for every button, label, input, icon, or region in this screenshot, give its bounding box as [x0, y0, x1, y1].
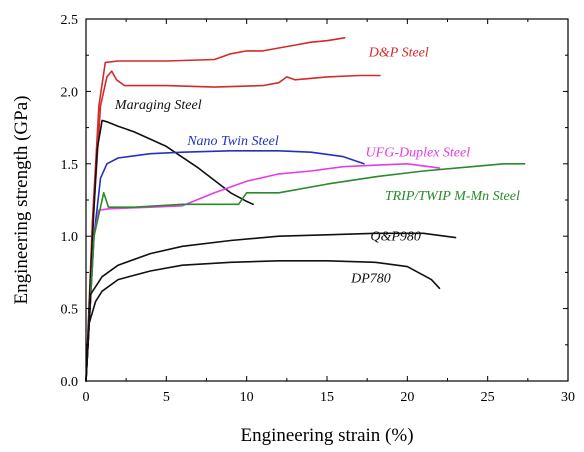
y-tick-label: 0.0: [61, 375, 79, 390]
series-label-7: Q&P980: [370, 230, 421, 245]
series-label-6: TRIP/TWIP M-Mn Steel: [385, 189, 520, 204]
x-tick-label: 10: [240, 390, 254, 405]
series-line-6: [85, 163, 526, 382]
x-tick-label: 25: [481, 390, 495, 405]
x-tick-label: 20: [400, 390, 414, 405]
x-axis-title: Engineering strain (%): [240, 425, 413, 446]
series-label-1: D&P Steel: [368, 46, 429, 61]
series-line-7: [85, 232, 457, 382]
series-line-5: [85, 163, 441, 382]
y-tick-label: 0.5: [61, 303, 79, 318]
series-labels: D&P Steel Maraging Steel Nano Twin Steel UF…: [114, 46, 520, 287]
series-line-8: [85, 260, 441, 382]
series-line-3: [85, 119, 254, 382]
y-tick-label: 2.0: [61, 85, 79, 100]
y-tick-label: 2.5: [61, 13, 79, 28]
x-tick-label: 15: [320, 390, 334, 405]
series-label-3: Maraging Steel: [114, 98, 202, 113]
series-line-2: [85, 70, 381, 382]
series-line-4: [85, 150, 365, 382]
series-line-1: [85, 37, 346, 382]
x-tick-label: 0: [83, 390, 90, 405]
series-label-8: DP780: [350, 272, 391, 287]
axes: 0 5 10 15 20 25 30 0.0 0.5 1.0 1.5 2.0 2.5: [61, 13, 576, 405]
x-tick-label: 30: [561, 390, 575, 405]
series-lines: [85, 37, 526, 382]
x-tick-label: 5: [163, 390, 170, 405]
y-tick-label: 1.0: [61, 230, 79, 245]
series-label-5: UFG-Duplex Steel: [366, 146, 471, 161]
y-tick-label: 1.5: [61, 158, 79, 173]
y-axis-title: Engineering strength (GPa): [11, 96, 32, 305]
series-label-4: Nano Twin Steel: [186, 134, 279, 149]
